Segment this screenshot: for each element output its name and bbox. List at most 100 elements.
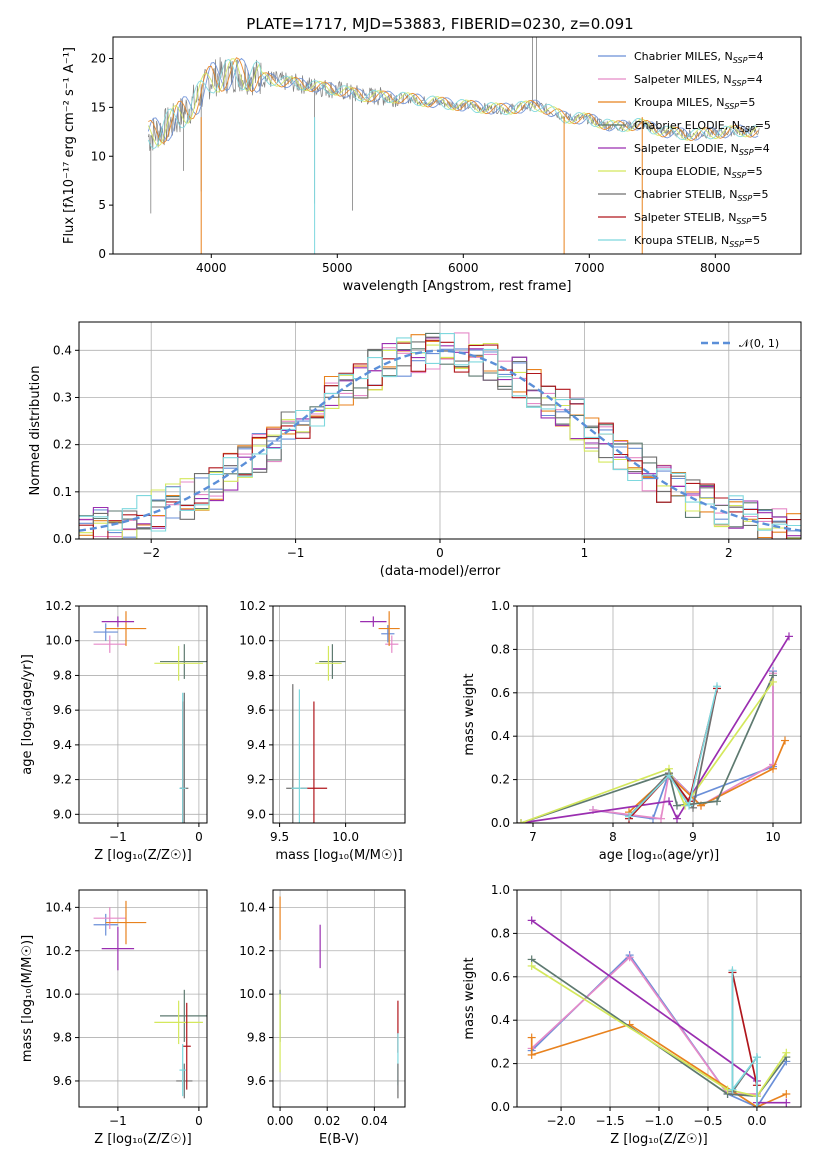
plot-area bbox=[517, 890, 801, 1107]
legend-label: Salpeter ELODIE, NSSP=4 bbox=[634, 142, 770, 157]
y-tick-label: 0.3 bbox=[53, 390, 72, 404]
legend-subscript: SSP bbox=[736, 217, 751, 226]
x-tick-label: 0.04 bbox=[361, 1114, 388, 1128]
panel-age-vs-metallicity: −1 0 9.0 9.2 9.4 9.6 9.8 10.0 10.2 Z [log₁₀(Z/Z☉)… bbox=[20, 599, 208, 863]
y-tick-label: 0.8 bbox=[491, 642, 510, 656]
legend-name: Salpeter ELODIE, N bbox=[634, 142, 739, 155]
legend-name: Salpeter MILES, N bbox=[634, 73, 732, 86]
legend-name: Kroupa MILES, N bbox=[634, 96, 724, 109]
y-tick-label: 10.4 bbox=[45, 900, 72, 914]
legend-label: Salpeter MILES, NSSP=4 bbox=[634, 73, 763, 88]
x-tick-label: −1 bbox=[109, 830, 127, 844]
y-tick-label: 0.6 bbox=[491, 970, 510, 984]
x-tick-label: 5000 bbox=[322, 261, 353, 275]
legend-label: Kroupa MILES, NSSP=5 bbox=[634, 96, 755, 111]
y-tick-label: 9.8 bbox=[247, 668, 266, 682]
x-tick-label: 0.02 bbox=[314, 1114, 341, 1128]
legend-value: =5 bbox=[739, 96, 755, 109]
y-tick-label: 0.2 bbox=[491, 773, 510, 787]
y-tick-label: 9.8 bbox=[53, 668, 72, 682]
y-tick-label: 0.2 bbox=[53, 438, 72, 452]
plot-area bbox=[517, 606, 801, 823]
y-axis-label: age [log₁₀(age/yr)] bbox=[20, 654, 35, 775]
panel-mass-vs-ebv: 0.00 0.02 0.04 9.6 9.8 10.0 10.2 10.4 E(B-V) bbox=[239, 889, 406, 1147]
x-tick-label: 0 bbox=[436, 546, 444, 560]
legend-value: =5 bbox=[752, 188, 768, 201]
y-tick-label: 10.2 bbox=[45, 599, 72, 613]
x-axis-label: mass [log₁₀(M/M☉)] bbox=[275, 848, 402, 863]
legend-value: =5 bbox=[744, 234, 760, 247]
x-tick-label: 1 bbox=[581, 546, 589, 560]
legend-subscript: SSP bbox=[732, 79, 747, 88]
y-axis-label: Flux [fλ10⁻¹⁷ erg cm⁻² s⁻¹ A⁻¹] bbox=[62, 47, 77, 244]
legend-label: Kroupa STELIB, NSSP=5 bbox=[634, 234, 760, 249]
y-tick-label: 10.0 bbox=[239, 634, 266, 648]
normal-reference-curve bbox=[79, 349, 801, 532]
legend-subscript: SSP bbox=[733, 56, 748, 65]
y-tick-label: 9.6 bbox=[247, 703, 266, 717]
y-tick-label: 9.6 bbox=[53, 1074, 72, 1088]
axes-frame bbox=[78, 605, 208, 824]
y-tick-label: 9.8 bbox=[247, 1031, 266, 1045]
x-axis-label: Z [log₁₀(Z/Z☉)] bbox=[94, 848, 191, 863]
y-tick-label: 10.0 bbox=[239, 987, 266, 1001]
y-tick-label: 9.2 bbox=[247, 773, 266, 787]
x-axis-label: wavelength [Angstrom, rest frame] bbox=[343, 279, 572, 294]
legend-value: =4 bbox=[747, 50, 763, 63]
legend-subscript: SSP bbox=[724, 102, 739, 111]
y-tick-label: 10.2 bbox=[239, 944, 266, 958]
legend-label: 𝒩(0, 1) bbox=[739, 337, 779, 350]
legend-label: Chabrier MILES, NSSP=4 bbox=[634, 50, 764, 65]
y-tick-label: 9.8 bbox=[53, 1031, 72, 1045]
x-tick-label: 9 bbox=[689, 830, 697, 844]
y-tick-label: 9.4 bbox=[53, 738, 72, 752]
plot-area bbox=[79, 890, 207, 1107]
y-tick-label: 0.0 bbox=[491, 816, 510, 830]
plot-area bbox=[79, 606, 207, 823]
axes-frame bbox=[272, 605, 406, 824]
model-spectrum-8 bbox=[147, 58, 759, 150]
plot-area bbox=[79, 322, 801, 539]
x-tick-label: 6000 bbox=[448, 261, 479, 275]
legend-subscript: SSP bbox=[729, 240, 744, 249]
y-tick-label: 0.6 bbox=[491, 686, 510, 700]
x-tick-label: −1 bbox=[287, 546, 305, 560]
series-line-8 bbox=[731, 970, 758, 1107]
y-tick-label: 9.2 bbox=[53, 773, 72, 787]
legend-label: Chabrier ELODIE, NSSP=5 bbox=[634, 119, 771, 134]
y-tick-label: 0.4 bbox=[491, 729, 510, 743]
residual-histogram-8 bbox=[79, 333, 801, 532]
legend-subscript: SSP bbox=[732, 171, 747, 180]
y-tick-label: 10.4 bbox=[239, 900, 266, 914]
y-tick-label: 0.1 bbox=[53, 485, 72, 499]
model-spectrum-5 bbox=[147, 58, 759, 147]
y-tick-label: 0.4 bbox=[491, 1013, 510, 1027]
legend-label: Chabrier STELIB, NSSP=5 bbox=[634, 188, 768, 203]
x-axis-label: (data-model)/error bbox=[380, 564, 501, 579]
y-tick-label: 0.8 bbox=[491, 926, 510, 940]
x-tick-label: 0 bbox=[195, 830, 203, 844]
x-tick-label: 7000 bbox=[574, 261, 605, 275]
y-tick-label: 15 bbox=[91, 100, 106, 114]
x-tick-label: 0.00 bbox=[267, 1114, 294, 1128]
x-tick-label: 9.5 bbox=[270, 830, 289, 844]
x-axis-label: age [log₁₀(age/yr)] bbox=[599, 848, 720, 863]
legend-value: =5 bbox=[746, 165, 762, 178]
y-tick-label: 5 bbox=[98, 198, 106, 212]
y-tick-label: 20 bbox=[91, 52, 106, 66]
y-axis-label: mass [log₁₀(M/M☉)] bbox=[20, 935, 35, 1062]
y-axis-label: mass weight bbox=[462, 957, 477, 1039]
model-spectrum-0 bbox=[147, 57, 759, 142]
legend-name: Kroupa ELODIE, N bbox=[634, 165, 732, 178]
x-tick-label: −1 bbox=[109, 1114, 127, 1128]
model-spectrum-2 bbox=[148, 57, 759, 144]
legend-value: =4 bbox=[746, 73, 762, 86]
legend-name: Chabrier ELODIE, N bbox=[634, 119, 740, 132]
panel-mass-weight-vs-metallicity: −2.0 −1.5 −1.0 −0.5 0.0 0.0 0.2 0.4 0.6 0.8 1.0 Z [… bbox=[462, 883, 802, 1147]
y-tick-label: 10.0 bbox=[45, 634, 72, 648]
legend-value: =5 bbox=[751, 211, 767, 224]
y-tick-label: 10 bbox=[91, 149, 106, 163]
x-axis-label: Z [log₁₀(Z/Z☉)] bbox=[94, 1132, 191, 1147]
